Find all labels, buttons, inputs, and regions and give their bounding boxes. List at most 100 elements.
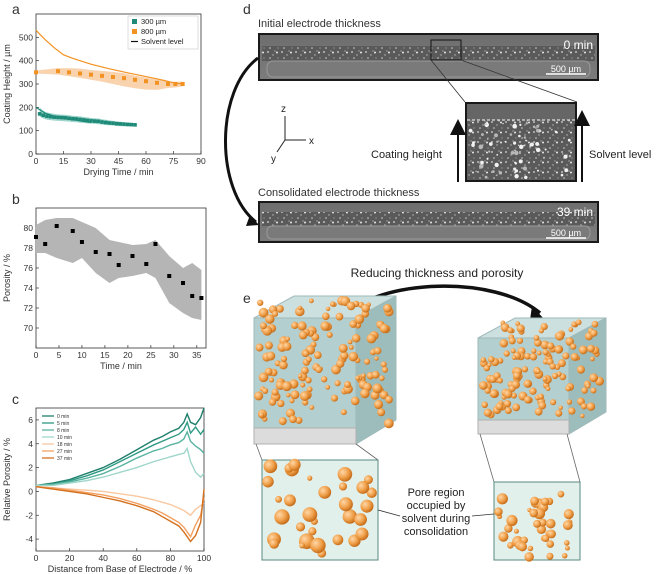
particle-sphere bbox=[262, 387, 269, 394]
y-tick-label: 78 bbox=[24, 243, 34, 253]
zoom-particle bbox=[471, 143, 475, 147]
particle-sphere bbox=[570, 352, 579, 361]
zoom-particle bbox=[529, 142, 534, 147]
particle-sphere bbox=[497, 377, 504, 384]
particle-sphere bbox=[286, 392, 291, 398]
point-porosity bbox=[70, 229, 75, 233]
zoom-particle bbox=[491, 170, 495, 173]
zoom-particle bbox=[486, 157, 489, 160]
zoom-particle bbox=[532, 125, 536, 129]
x-tick-label: 20 bbox=[65, 553, 75, 563]
zoom-particle bbox=[488, 150, 491, 153]
x-tick-label: 60 bbox=[141, 156, 151, 166]
particle-sphere bbox=[278, 417, 287, 426]
point-300um bbox=[89, 119, 93, 123]
particle-sphere bbox=[541, 497, 550, 506]
particle-sphere bbox=[568, 407, 576, 415]
particle-sphere bbox=[297, 373, 303, 379]
zoom-particle bbox=[481, 133, 484, 136]
particle-sphere bbox=[355, 527, 369, 541]
particle-sphere bbox=[587, 344, 595, 353]
particle-sphere bbox=[551, 372, 559, 380]
particle-sphere bbox=[300, 382, 306, 388]
axis-y-label: y bbox=[271, 154, 276, 165]
zoom-particle bbox=[535, 147, 541, 153]
particle-sphere bbox=[268, 377, 275, 383]
zoom-particle bbox=[519, 152, 521, 155]
y-tick-label: -4 bbox=[25, 534, 33, 544]
particle-sphere bbox=[524, 396, 532, 404]
line-8-min bbox=[35, 429, 205, 487]
left-section-particles bbox=[262, 458, 377, 558]
particle-sphere bbox=[258, 412, 265, 418]
zoom-particle bbox=[484, 122, 489, 128]
point-porosity bbox=[34, 235, 38, 239]
point-porosity bbox=[167, 274, 172, 278]
particle-sphere bbox=[308, 527, 317, 536]
particle-sphere bbox=[257, 299, 264, 306]
particle-sphere bbox=[297, 321, 307, 331]
zoom-particle bbox=[560, 173, 564, 177]
particle-sphere bbox=[521, 366, 529, 373]
particle-sphere bbox=[530, 496, 540, 506]
zoom-inset-particles bbox=[468, 122, 572, 180]
particle-sphere bbox=[294, 306, 305, 317]
reducing-arrow-head bbox=[530, 306, 545, 320]
point-porosity bbox=[54, 224, 59, 228]
zoom-particle bbox=[569, 150, 571, 152]
point-800um bbox=[78, 71, 82, 76]
particle-sphere bbox=[529, 508, 539, 518]
particle-sphere bbox=[385, 395, 393, 404]
particle-sphere bbox=[280, 355, 288, 363]
particle-sphere bbox=[546, 540, 555, 548]
particle-sphere bbox=[340, 351, 349, 360]
zoom-particle bbox=[514, 149, 516, 152]
point-800um bbox=[180, 82, 185, 86]
particle-sphere bbox=[330, 394, 338, 402]
particle-sphere bbox=[513, 528, 519, 534]
consolidation-arrow-head bbox=[246, 215, 259, 226]
particle-sphere bbox=[545, 386, 551, 392]
particle-sphere bbox=[291, 321, 299, 330]
particle-sphere bbox=[338, 497, 353, 512]
zoom-particle bbox=[475, 170, 477, 173]
point-porosity bbox=[79, 240, 84, 244]
zoom-particle bbox=[552, 144, 554, 146]
particle-sphere bbox=[334, 380, 341, 387]
y-tick-label: 72 bbox=[24, 303, 34, 313]
xct-bottom-scale-label: 500 µm bbox=[551, 228, 581, 238]
particle-sphere bbox=[562, 520, 573, 531]
zoom-particle bbox=[567, 138, 571, 142]
particle-sphere bbox=[487, 356, 495, 363]
point-porosity bbox=[181, 281, 186, 285]
right-zoom-connector-b bbox=[566, 433, 581, 483]
particle-sphere bbox=[355, 375, 361, 381]
particle-sphere bbox=[538, 401, 547, 410]
chart-c-relative-porosity: 0 20 40 60 80 100 -4 -2 0 2 4 6 Distance from Base o… bbox=[2, 407, 211, 574]
point-porosity bbox=[93, 250, 98, 254]
particle-sphere bbox=[487, 362, 492, 368]
particle-sphere bbox=[307, 475, 313, 481]
particle-sphere bbox=[371, 370, 380, 379]
particle-sphere bbox=[356, 480, 370, 494]
particle-sphere bbox=[366, 333, 377, 344]
particle-sphere bbox=[533, 519, 541, 528]
particle-sphere bbox=[354, 314, 365, 325]
particle-sphere bbox=[366, 487, 377, 499]
particle-sphere bbox=[494, 507, 503, 517]
zoom-particle bbox=[525, 122, 528, 125]
particle-sphere bbox=[538, 328, 544, 334]
xct-top-substrate bbox=[266, 60, 591, 78]
zoom-particle bbox=[518, 159, 523, 164]
band-porosity bbox=[36, 218, 202, 320]
point-800um bbox=[89, 72, 93, 77]
particle-sphere bbox=[354, 513, 367, 526]
particle-sphere bbox=[361, 303, 370, 313]
x-tick-label: 40 bbox=[98, 553, 108, 563]
box-right-particles bbox=[478, 319, 604, 419]
particle-sphere bbox=[516, 324, 525, 333]
pore-label-4: consolidation bbox=[404, 526, 468, 538]
particle-sphere bbox=[258, 307, 269, 318]
zoom-inset-top bbox=[467, 104, 575, 120]
particle-sphere bbox=[274, 509, 290, 525]
